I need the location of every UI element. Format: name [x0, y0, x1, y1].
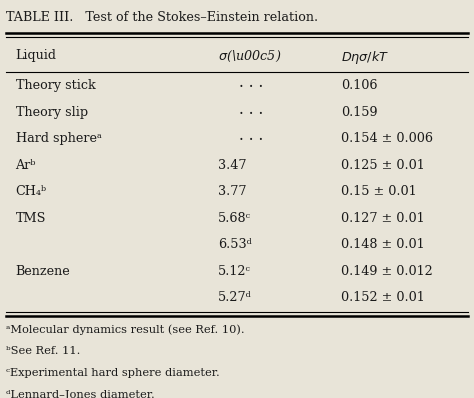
Text: Theory slip: Theory slip: [16, 106, 88, 119]
Text: CH₄ᵇ: CH₄ᵇ: [16, 185, 46, 198]
Text: 0.159: 0.159: [341, 106, 377, 119]
Text: 6.53ᵈ: 6.53ᵈ: [218, 238, 252, 251]
Text: 0.148 ± 0.01: 0.148 ± 0.01: [341, 238, 424, 251]
Text: ᵃMolecular dynamics result (see Ref. 10).: ᵃMolecular dynamics result (see Ref. 10)…: [6, 324, 245, 335]
Text: $\sigma$(\u00c5): $\sigma$(\u00c5): [218, 49, 282, 64]
Text: 0.127 ± 0.01: 0.127 ± 0.01: [341, 212, 424, 225]
Text: Arᵇ: Arᵇ: [16, 159, 36, 172]
Text: 0.15 ± 0.01: 0.15 ± 0.01: [341, 185, 416, 198]
Text: 0.125 ± 0.01: 0.125 ± 0.01: [341, 159, 424, 172]
Text: · · ·: · · ·: [239, 106, 264, 123]
Text: TABLE III.   Test of the Stokes–Einstein relation.: TABLE III. Test of the Stokes–Einstein r…: [6, 11, 318, 24]
Text: Liquid: Liquid: [16, 49, 56, 62]
Text: 3.77: 3.77: [218, 185, 246, 198]
Text: 0.106: 0.106: [341, 80, 377, 92]
Text: ᶜExperimental hard sphere diameter.: ᶜExperimental hard sphere diameter.: [6, 368, 220, 378]
Text: 0.152 ± 0.01: 0.152 ± 0.01: [341, 291, 424, 304]
Text: TMS: TMS: [16, 212, 46, 225]
Text: · · ·: · · ·: [239, 80, 264, 96]
Text: Hard sphereᵃ: Hard sphereᵃ: [16, 133, 101, 145]
Text: 0.154 ± 0.006: 0.154 ± 0.006: [341, 133, 433, 145]
Text: Theory stick: Theory stick: [16, 80, 95, 92]
Text: · · ·: · · ·: [239, 133, 264, 149]
Text: 0.149 ± 0.012: 0.149 ± 0.012: [341, 265, 432, 278]
Text: 5.12ᶜ: 5.12ᶜ: [218, 265, 251, 278]
Text: 5.27ᵈ: 5.27ᵈ: [218, 291, 252, 304]
Text: ᵈLennard–Jones diameter.: ᵈLennard–Jones diameter.: [6, 390, 155, 398]
Text: 5.68ᶜ: 5.68ᶜ: [218, 212, 251, 225]
Text: 3.47: 3.47: [218, 159, 246, 172]
Text: ᵇSee Ref. 11.: ᵇSee Ref. 11.: [6, 346, 81, 356]
Text: $D\eta\sigma/kT$: $D\eta\sigma/kT$: [341, 49, 389, 66]
Text: Benzene: Benzene: [16, 265, 70, 278]
